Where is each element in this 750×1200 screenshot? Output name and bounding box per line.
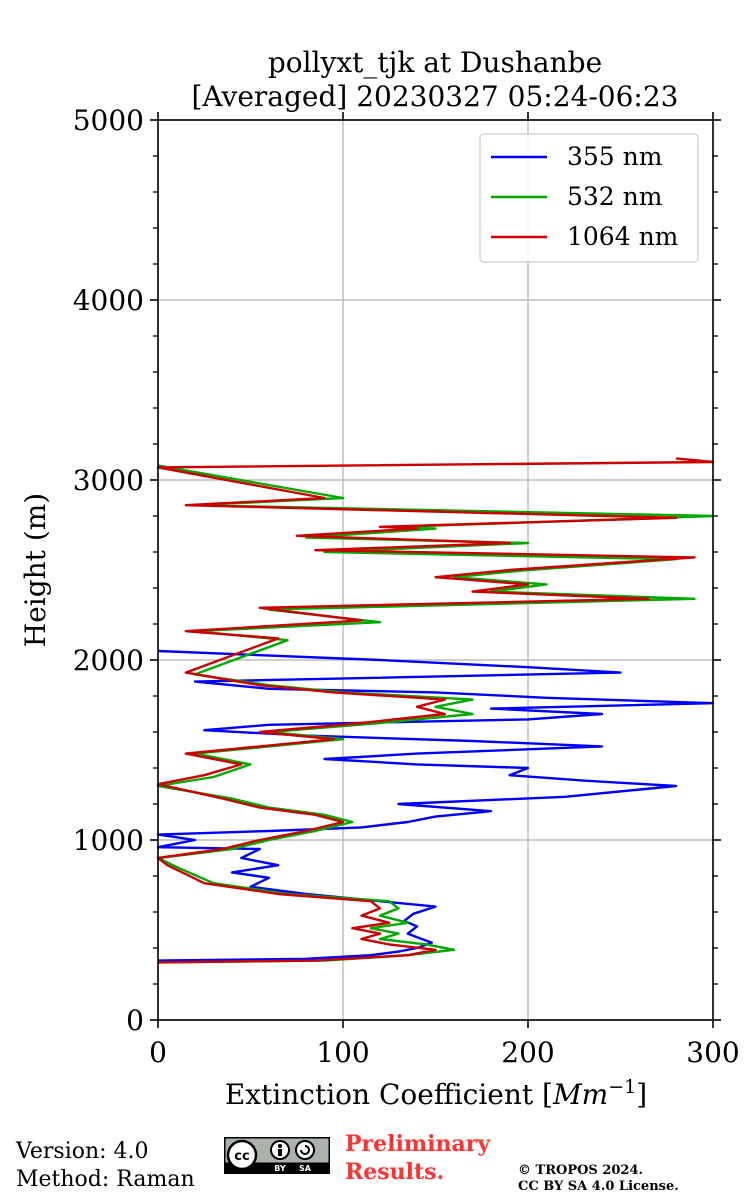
- chart-title-line2: [Averaged] 20230327 05:24-06:23: [192, 80, 679, 113]
- axis-ticks: [150, 112, 721, 1028]
- chart-title-line1: pollyxt_tjk at Dushanbe: [268, 46, 602, 79]
- legend-box: [479, 133, 699, 263]
- x-tick-label: 200: [501, 1036, 554, 1069]
- x-axis-label-unit: Mm: [552, 1078, 608, 1111]
- series-line-1064-nm: [156, 457, 715, 964]
- y-tick-label: 5000: [73, 104, 144, 137]
- footer-info: Version: 4.0 Method: Raman: [16, 1138, 195, 1194]
- legend-label-355: 355 nm: [567, 142, 663, 171]
- x-axis-label-text: Extinction Coefficient [: [225, 1078, 553, 1111]
- x-axis-label-exp: −1: [608, 1076, 636, 1098]
- legend: 355 nm 532 nm 1064 nm: [479, 133, 699, 263]
- copyright-line2: CC BY SA 4.0 License.: [518, 1179, 679, 1194]
- sa-share-icon: [295, 1140, 315, 1160]
- y-tick-label: 3000: [73, 464, 144, 497]
- cc-sa-text: SA: [299, 1164, 312, 1173]
- x-axis-label-close: ]: [636, 1078, 647, 1111]
- series-layer: [156, 457, 715, 964]
- y-tick-label: 0: [126, 1004, 144, 1037]
- x-tick-label: 0: [149, 1036, 167, 1069]
- x-tick-label: 100: [316, 1036, 369, 1069]
- y-tick-label: 2000: [73, 644, 144, 677]
- plot-frame: [157, 119, 714, 1021]
- preliminary-line1: Preliminary: [345, 1131, 491, 1157]
- copyright-line1: © TROPOS 2024.: [518, 1163, 644, 1178]
- y-axis-label: Height (m): [19, 493, 52, 647]
- legend-label-532: 532 nm: [567, 182, 663, 211]
- copyright-notice: © TROPOS 2024. CC BY SA 4.0 License.: [518, 1163, 679, 1195]
- preliminary-results-notice: Preliminary Results.: [345, 1130, 490, 1186]
- cc-by-sa-badge-icon: cc BY SA: [224, 1137, 330, 1174]
- legend-label-1064: 1064 nm: [567, 222, 679, 251]
- extinction-chart: pollyxt_tjk at Dushanbe [Averaged] 20230…: [19, 46, 740, 1111]
- version-text: Version: 4.0: [16, 1139, 149, 1164]
- x-tick-label: 300: [686, 1036, 739, 1069]
- cc-by-text: BY: [274, 1164, 286, 1173]
- method-text: Method: Raman: [16, 1167, 195, 1192]
- sa-arrow-icon: [300, 1145, 310, 1155]
- y-tick-label: 1000: [73, 824, 144, 857]
- y-tick-label: 4000: [73, 284, 144, 317]
- cc-circle-icon: [226, 1139, 258, 1171]
- preliminary-line2: Results.: [345, 1159, 445, 1185]
- by-person-head: [278, 1144, 282, 1148]
- by-person-body: [278, 1149, 282, 1156]
- cc-icon-text: cc: [234, 1149, 249, 1164]
- x-axis-label: Extinction Coefficient [Mm−1]: [225, 1076, 647, 1111]
